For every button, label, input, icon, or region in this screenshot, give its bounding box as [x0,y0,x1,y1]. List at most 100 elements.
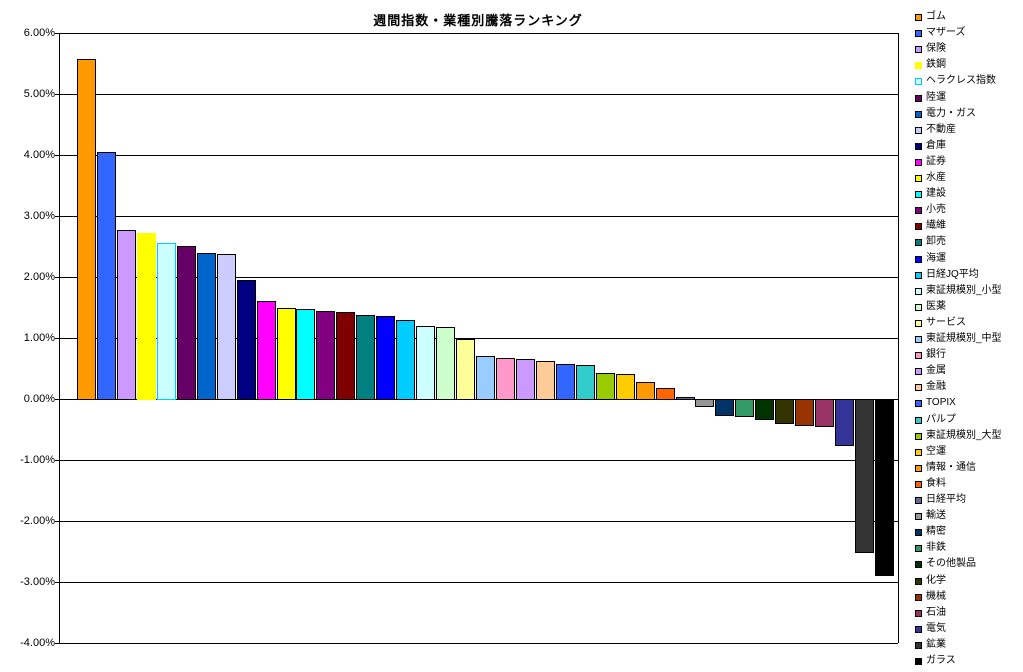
legend-label: 機械 [926,590,946,602]
chart-bar [137,233,156,400]
legend-swatch [915,593,922,601]
y-axis-label: -1.00% [20,454,55,466]
chart-bar [257,301,276,400]
legend-label: 化学 [926,574,946,586]
legend-swatch [915,513,922,521]
y-axis-label: 2.00% [23,271,55,283]
chart-bar [396,320,415,400]
legend-swatch [915,62,922,70]
legend-swatch [915,448,922,456]
chart-bar [237,280,256,400]
chart-bar [576,365,595,400]
legend-label: 鉱業 [926,638,946,650]
chart-bar [636,382,655,400]
chart-bar [476,356,495,400]
legend-label: 鉄鋼 [926,59,946,71]
legend-swatch [915,191,922,199]
chart-bar [795,399,814,426]
chart-bar [197,253,216,400]
legend-label: 陸運 [926,91,946,103]
chart-bar [676,397,695,400]
chart-bar [496,358,515,400]
chart-bar [775,399,794,424]
legend-swatch [915,609,922,617]
legend-label: ヘラクレス指数 [926,75,996,87]
legend-label: 金融 [926,381,946,393]
chart-title: 週間指数・業種別騰落ランキング [373,13,583,28]
grid-line [55,277,898,278]
grid-line [55,338,898,339]
chart-bar [456,339,475,400]
legend-label: 東証規模別_中型 [926,333,1002,344]
legend-label: 水産 [926,172,946,183]
legend-swatch [915,416,922,424]
legend-label: ゴム [926,11,946,22]
legend-label: パルプ [926,413,956,425]
legend-label: 輸送 [926,510,946,522]
legend-swatch [915,529,922,537]
chart-bar [536,361,555,400]
legend-swatch [915,207,922,215]
legend-label: 東証規模別_小型 [926,284,1002,296]
legend-swatch [915,14,922,21]
legend-swatch [915,577,922,585]
legend-swatch [915,110,922,118]
chart-bar [117,230,136,400]
grid-line [55,582,898,583]
legend-label: 保険 [926,43,946,55]
chart-bar [656,388,675,400]
legend-label: 医薬 [926,300,946,312]
legend-label: 海運 [926,252,946,264]
chart-bar [217,254,236,400]
legend-label: 倉庫 [926,139,946,151]
chart-bar [316,311,335,400]
y-axis-label: 6.00% [23,27,55,39]
legend-swatch [915,30,922,38]
legend-swatch [915,175,922,182]
grid-line [55,155,898,156]
legend-swatch [915,46,922,54]
legend-swatch [915,223,922,231]
chart-bar [97,152,116,400]
grid-line [55,216,898,217]
y-axis-label: -4.00% [20,637,55,649]
legend-swatch [915,384,922,392]
grid-line [55,643,898,644]
legend-swatch [915,368,922,376]
legend-label: 空運 [926,445,946,457]
legend-label: 石油 [926,606,946,618]
legend-swatch [915,464,922,472]
legend-swatch [915,561,922,569]
plot-area [55,33,899,644]
legend-swatch [915,287,922,295]
legend-label: 日経平均 [926,494,966,505]
legend-swatch [915,142,922,150]
legend-swatch [915,126,922,134]
chart-bar [855,399,874,553]
chart-bar [416,326,435,400]
chart-bar [715,399,734,416]
chart-bar [177,246,196,400]
y-axis-label: -3.00% [20,576,55,588]
legend-label: 不動産 [926,123,956,135]
legend-label: 繊維 [926,220,946,232]
chart-bar [157,243,176,400]
chart-bar [277,308,296,400]
chart-bar [77,59,96,400]
legend-label: 建設 [926,188,946,200]
legend-swatch [915,480,922,488]
grid-line [55,33,898,34]
chart-bar [376,316,395,400]
legend-label: 小売 [926,204,946,216]
y-axis-label: 4.00% [23,149,55,161]
legend-swatch [915,94,922,102]
legend-swatch [915,303,922,311]
y-axis-label: 3.00% [23,210,55,222]
legend-swatch [915,625,922,633]
legend-swatch [915,545,922,553]
legend-label: 東証規模別_大型 [926,429,1002,441]
legend-swatch [915,352,922,360]
chart-bar [835,399,854,446]
legend-swatch [915,336,922,343]
